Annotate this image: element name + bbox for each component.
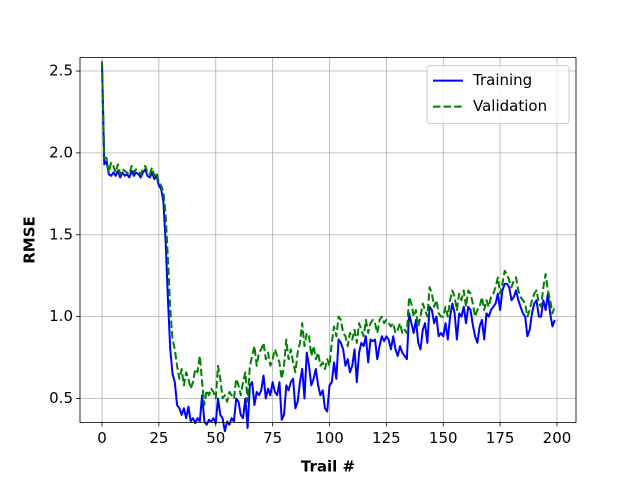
x-tick-label: 50	[206, 429, 225, 447]
y-tick-label: 1.0	[49, 307, 73, 325]
y-axis-label: RMSE	[21, 216, 39, 264]
series-line	[101, 62, 556, 433]
x-tick-label: 200	[543, 429, 572, 447]
y-tick-label: 2.0	[49, 143, 73, 161]
x-tick-label: 100	[315, 429, 344, 447]
lines	[101, 61, 556, 433]
legend: Training Validation	[426, 65, 570, 125]
x-tick-label: 75	[263, 429, 282, 447]
y-tick-label: 1.5	[49, 225, 73, 243]
x-tick-label: 125	[372, 429, 401, 447]
x-axis-label: Trail #	[301, 458, 355, 476]
y-tick-label: 2.5	[49, 62, 73, 80]
y-tick-label: 0.5	[49, 389, 73, 407]
x-tick-label: 0	[97, 429, 107, 447]
legend-label: Validation	[473, 97, 547, 115]
x-tick-label: 175	[486, 429, 515, 447]
x-tick-label: 150	[429, 429, 458, 447]
x-tick-label: 25	[149, 429, 168, 447]
series-line	[101, 61, 556, 407]
legend-label: Training	[472, 71, 532, 89]
plot-frame	[79, 57, 577, 423]
